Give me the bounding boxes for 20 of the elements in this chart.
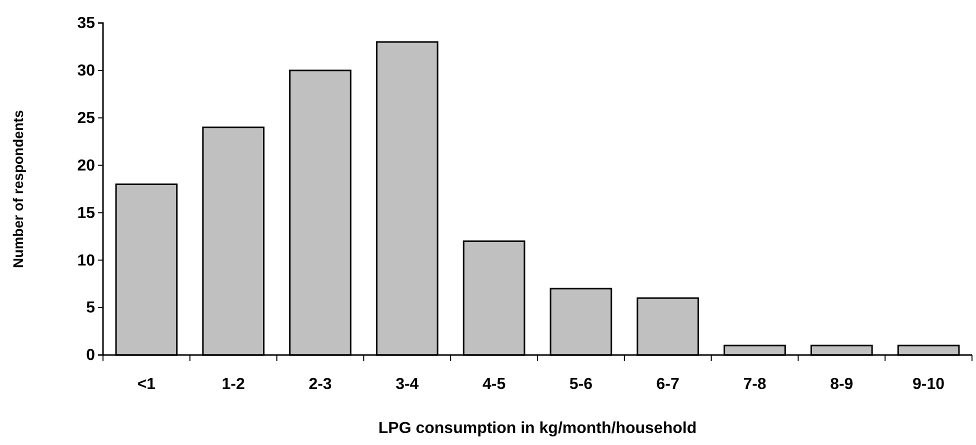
y-tick-label: 20 xyxy=(77,157,96,174)
y-tick-label: 0 xyxy=(86,347,96,364)
x-tick-label: 3-4 xyxy=(396,376,419,393)
y-tick-label: 15 xyxy=(77,204,96,222)
y-axis-title: Number of respondents xyxy=(10,110,26,268)
y-tick-label: 25 xyxy=(77,110,96,127)
y-tick-label: 35 xyxy=(77,15,96,32)
x-tick-label: 8-9 xyxy=(830,376,854,393)
x-tick-label: 1-2 xyxy=(222,376,246,393)
x-tick-label: 4-5 xyxy=(482,376,506,393)
x-tick-label: <1 xyxy=(137,376,156,393)
x-tick-label: 9-10 xyxy=(912,376,945,393)
y-tick-label: 5 xyxy=(86,300,96,317)
x-axis-title: LPG consumption in kg/month/household xyxy=(378,420,697,437)
y-tick-label: 10 xyxy=(77,252,96,270)
x-tick-label: 6-7 xyxy=(656,376,680,393)
y-tick-label: 30 xyxy=(77,62,96,80)
x-tick-label: 5-6 xyxy=(569,376,593,393)
x-tick-label: 2-3 xyxy=(308,376,332,393)
x-tick-label: 7-8 xyxy=(743,376,766,393)
